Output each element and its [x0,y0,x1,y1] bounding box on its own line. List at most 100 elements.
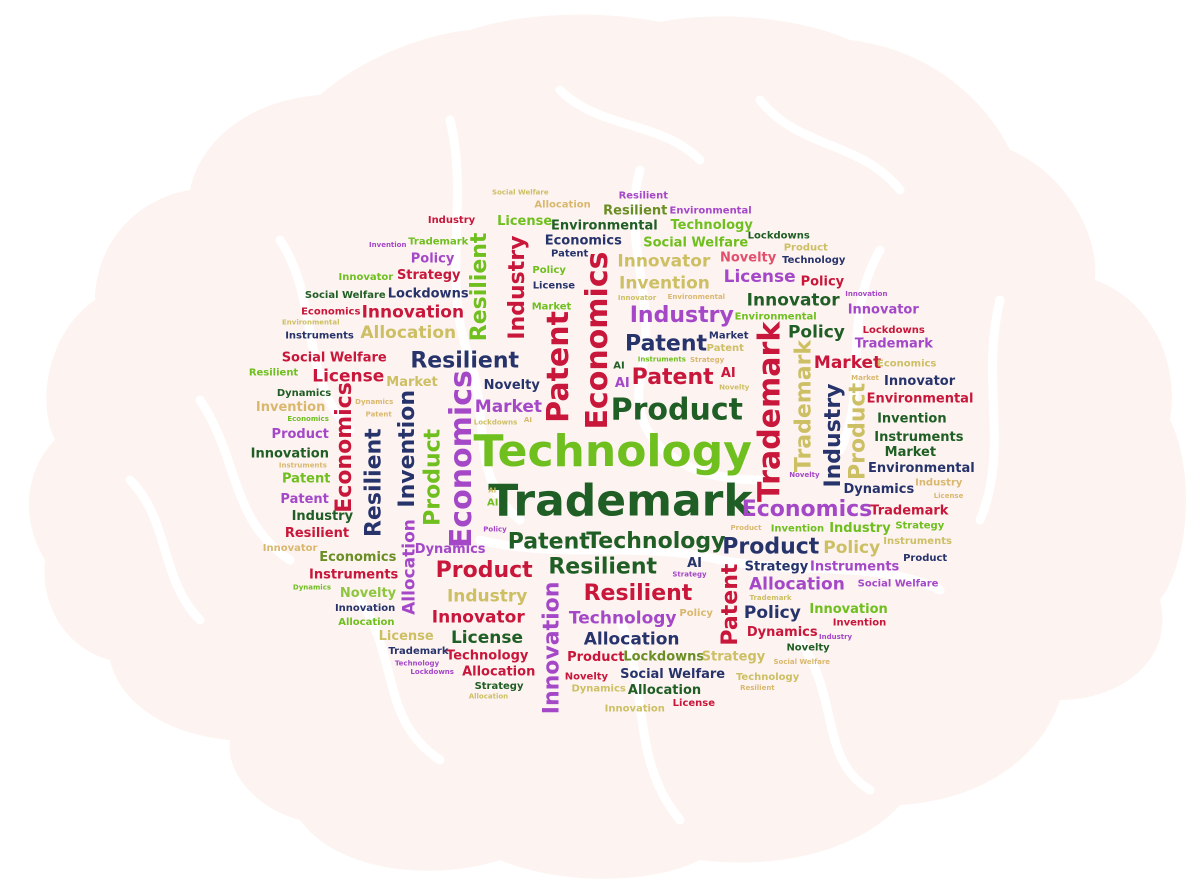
cloud-word: Allocation [338,617,394,628]
cloud-word: License [724,267,796,287]
cloud-word: Innovator [432,608,526,628]
cloud-word: AI [687,556,702,571]
cloud-word: Industry [829,521,891,536]
cloud-word: Resilient [410,348,519,373]
cloud-word: Market [851,374,879,382]
cloud-word: Innovator [618,294,657,302]
cloud-word: Trademark [855,337,933,352]
cloud-word: Economics [332,382,357,513]
cloud-word: Technology [586,529,725,554]
cloud-word: Market [532,301,572,312]
cloud-word: Instruments [285,331,354,342]
cloud-word: Invention [877,412,947,427]
cloud-word: Patent [282,471,330,486]
cloud-word: Policy [823,538,880,558]
cloud-word: Invention [395,390,420,508]
cloud-word: Allocation [400,519,420,615]
cloud-word: Novelty [720,250,777,265]
cloud-word: Industry [505,236,530,340]
cloud-word: Novelty [565,672,609,683]
cloud-word: Lockdowns [388,287,469,302]
cloud-word: Social Welfare [643,235,748,250]
cloud-word: Economics [545,233,622,248]
cloud-word: Resilient [548,555,657,580]
cloud-word: Lockdowns [623,649,704,664]
cloud-word: Invention [833,617,886,628]
cloud-word: Dynamics [415,542,486,557]
cloud-word: Social Welfare [305,290,386,301]
cloud-word: Technology [782,255,846,266]
cloud-word: Allocation [534,200,590,211]
cloud-word: Policy [483,526,507,534]
cloud-word: Resilient [740,684,775,692]
cloud-word: Strategy [702,649,766,664]
cloud-word: License [533,280,576,291]
cloud-word: Invention [369,241,406,249]
cloud-word: Invention [771,523,824,534]
cloud-word: Dynamics [277,388,331,399]
cloud-word: Product [611,392,743,427]
cloud-word: AI [487,497,498,508]
brain-outline [28,14,1187,879]
cloud-word: Product [722,535,820,560]
cloud-word: Social Welfare [858,579,939,590]
cloud-word: Allocation [628,683,701,698]
cloud-word: Technology [473,426,751,477]
cloud-word: License [934,492,964,500]
cloud-word: Market [814,353,881,373]
cloud-word: Environmental [668,293,725,301]
cloud-word: Product [731,524,763,532]
cloud-word: Technology [736,672,800,683]
cloud-word: Product [784,243,828,254]
cloud-word: AI [615,376,630,391]
cloud-word: AI [721,366,736,381]
cloud-word: AI [488,487,496,495]
cloud-word: License [379,629,434,644]
cloud-word: Strategy [895,521,944,532]
cloud-word: Industry [819,633,853,641]
cloud-word: Industry [630,303,734,328]
cloud-word: Market [475,397,542,417]
cloud-word: Lockdowns [748,230,810,241]
brain-silhouette [28,14,1187,879]
cloud-word: AI [613,361,624,372]
cloud-word: Patent [551,248,588,259]
word-layer: TechnologyTrademarkEconomicsEconomicsPat… [249,188,975,714]
cloud-word: Strategy [690,356,725,364]
cloud-word: License [673,698,716,709]
cloud-word: Allocation [749,575,845,595]
cloud-word: Patent [632,365,714,390]
cloud-word: Technology [395,660,440,668]
cloud-word: Innovator [263,543,318,554]
cloud-word: Innovator [617,251,711,271]
cloud-word: Trademark [791,339,816,473]
cloud-word: Resilient [603,203,667,218]
cloud-word: Innovation [540,582,565,715]
cloud-word: Patent [541,311,576,423]
cloud-word: Technology [446,649,529,664]
cloud-word: Instruments [638,356,686,364]
cloud-word: Social Welfare [492,188,549,196]
cloud-word: Allocation [462,665,535,680]
cloud-word: Policy [411,251,455,266]
cloud-word: Innovation [362,302,465,322]
cloud-word: Instruments [810,559,900,574]
cloud-word: Industry [915,477,963,488]
cloud-word: Policy [532,265,566,276]
cloud-word: Resilient [619,191,669,202]
cloud-word: Novelty [789,471,820,479]
cloud-word: Instruments [279,461,327,469]
cloud-word: Product [272,427,329,442]
cloud-word: Instruments [883,536,952,547]
cloud-word: Innovator [339,272,394,283]
cloud-word: Lockdowns [863,325,925,336]
cloud-word: AI [524,416,532,424]
cloud-word: Policy [801,275,845,290]
cloud-word: Product [903,553,947,564]
cloud-word: Strategy [397,268,461,283]
cloud-word: Dynamics [571,683,625,694]
cloud-word: License [312,366,384,386]
cloud-word: Invention [619,273,710,293]
cloud-word: Strategy [745,559,809,574]
cloud-word: Patent [718,563,743,645]
